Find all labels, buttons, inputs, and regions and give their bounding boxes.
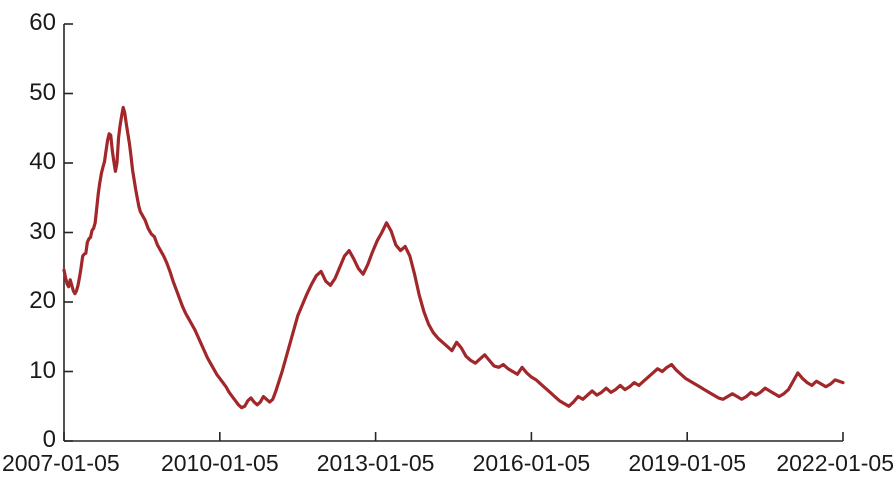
tick-marks: [63, 23, 844, 442]
y-tick-label: 30: [29, 217, 56, 245]
x-tick-label: 2007-01-05: [2, 450, 120, 476]
x-tick-label: 2022-01-05: [776, 450, 894, 476]
y-tick-label: 0: [42, 426, 56, 453]
y-tick-label: 10: [29, 356, 56, 384]
y-tick-label: 50: [29, 78, 56, 106]
y-tick-label: 60: [29, 9, 56, 36]
y-axis-tick-labels: 0 10 20 30 40 50 60: [0, 0, 56, 492]
x-tick-label: 2016-01-05: [472, 450, 591, 476]
data-series-line: [62, 105, 845, 410]
y-tick-label: 20: [29, 287, 56, 314]
y-tick-label: 40: [29, 148, 56, 175]
x-axis-tick-labels: 2007-01-05 2010-01-05 2013-01-05 2016-01-05…: [0, 452, 896, 492]
x-tick-label: 2013-01-05: [316, 450, 435, 476]
x-tick-label: 2019-01-05: [628, 450, 747, 476]
axis-spines: [63, 24, 843, 442]
x-tick-label: 2010-01-05: [160, 450, 279, 476]
